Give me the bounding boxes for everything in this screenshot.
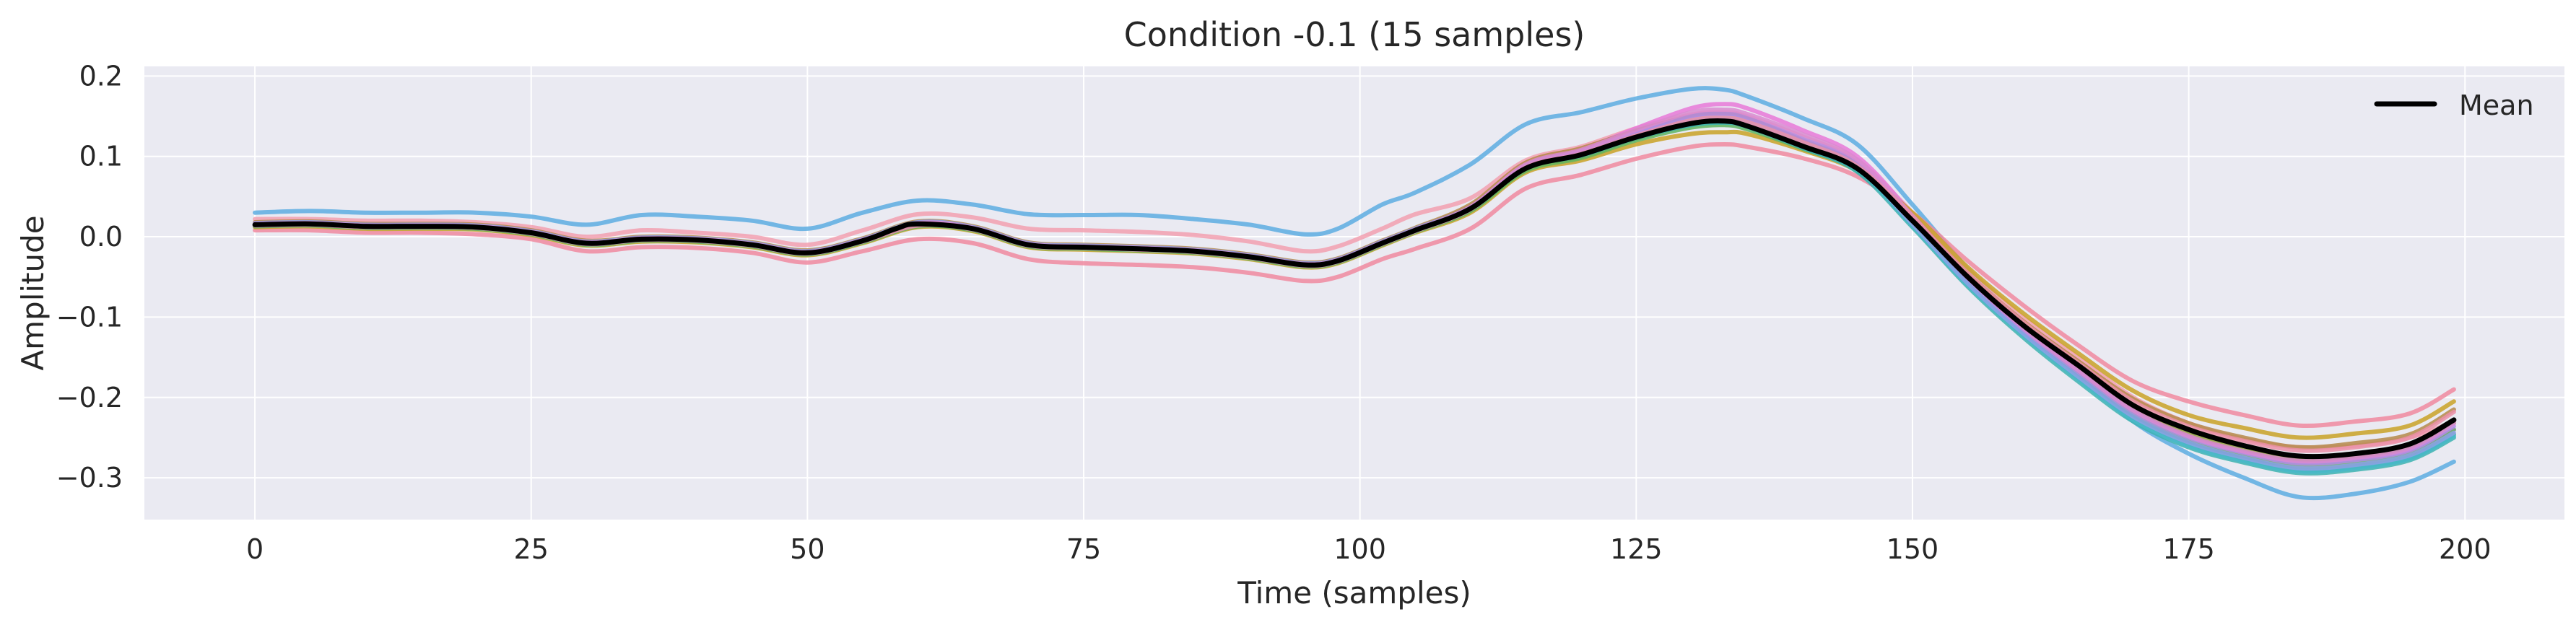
series-line-2 [253,142,2456,428]
chart-title: Condition -0.1 (15 samples) [1124,15,1585,54]
x-tick-label: 25 [514,533,549,565]
x-tick-label: 125 [1610,533,1663,565]
y-tick-label: −0.3 [56,462,123,494]
legend: Mean [2374,89,2534,121]
x-tick-label: 50 [790,533,824,565]
x-tick-label: 100 [1333,533,1386,565]
mean-layer [252,118,2457,460]
y-tick-label: 0.2 [79,60,123,92]
x-tick-label: 175 [2162,533,2215,565]
y-tick-labels: −0.3 −0.2 −0.1 0.0 0.1 0.2 [56,60,123,494]
mean-line [252,118,2457,460]
legend-label-mean: Mean [2459,89,2534,121]
x-tick-label: 150 [1887,533,1939,565]
y-tick-label: −0.2 [56,382,123,414]
y-tick-label: −0.1 [56,301,123,333]
y-tick-label: 0.1 [79,141,123,172]
x-axis-label: Time (samples) [1237,575,1471,611]
y-tick-label: 0.0 [79,221,123,253]
plot-area [144,66,2564,520]
y-axis-label: Amplitude [15,215,51,370]
x-tick-label: 0 [246,533,264,565]
x-tick-label: 200 [2439,533,2492,565]
series-line-3 [253,110,2456,450]
x-tick-label: 75 [1066,533,1101,565]
x-tick-labels: 0 25 50 75 100 125 150 175 200 [246,533,2492,565]
